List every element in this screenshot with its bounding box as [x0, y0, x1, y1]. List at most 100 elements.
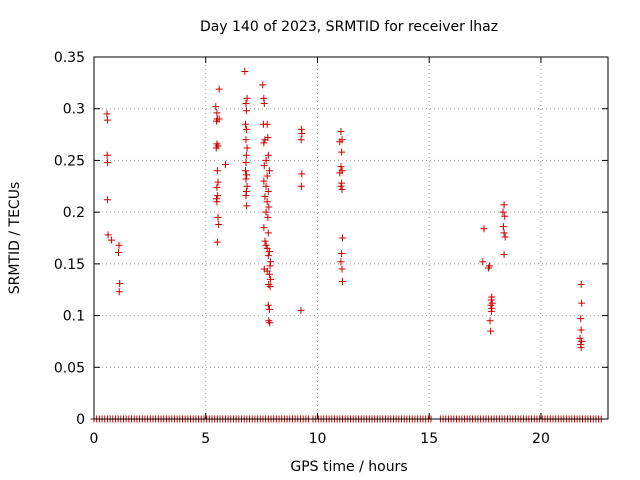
data-point — [242, 136, 250, 144]
data-point — [577, 344, 585, 352]
data-point — [501, 233, 509, 241]
x-tick-label: 15 — [420, 431, 438, 447]
data-point — [576, 334, 584, 342]
data-point — [265, 203, 273, 211]
data-point — [578, 299, 586, 307]
data-point — [298, 130, 306, 138]
y-tick-label: 0.25 — [54, 153, 85, 169]
data-point — [263, 120, 271, 128]
data-point — [103, 110, 111, 118]
data-point — [266, 262, 274, 270]
plot-frame — [93, 56, 609, 420]
y-tick-label: 0.2 — [63, 205, 85, 221]
data-point — [338, 179, 346, 187]
y-tick-label: 0.05 — [54, 360, 85, 376]
data-point — [242, 120, 250, 128]
data-point — [242, 167, 250, 175]
data-point — [242, 107, 250, 115]
x-tick-label: 10 — [309, 431, 327, 447]
data-point — [242, 175, 250, 183]
data-point — [480, 225, 488, 233]
data-point — [577, 281, 585, 289]
data-point — [103, 116, 111, 124]
data-point — [336, 138, 344, 146]
data-point — [264, 187, 272, 195]
data-point — [265, 247, 273, 255]
data-point — [264, 213, 272, 221]
data-point — [337, 163, 345, 171]
data-point — [263, 172, 271, 180]
axis-ticks — [93, 56, 608, 420]
data-point — [242, 192, 250, 200]
data-point — [264, 252, 272, 260]
data-point — [338, 265, 346, 273]
data-point — [260, 177, 268, 185]
data-point — [214, 213, 222, 221]
data-point — [297, 136, 305, 144]
data-point — [263, 198, 271, 206]
data-point — [577, 315, 585, 323]
data-point — [243, 202, 251, 210]
data-point — [115, 288, 123, 296]
y-axis-label: SRMTID / TECUs — [7, 182, 23, 295]
data-point — [260, 139, 268, 147]
data-point — [107, 236, 115, 244]
data-point — [486, 317, 494, 325]
data-point — [259, 81, 267, 89]
data-point — [213, 183, 221, 191]
data-point — [214, 178, 222, 186]
data-point — [260, 162, 268, 170]
data-point — [104, 158, 112, 166]
data-point — [487, 327, 495, 335]
x-axis-label: GPS time / hours — [290, 459, 407, 475]
data-point — [487, 307, 495, 315]
data-point — [338, 148, 346, 156]
data-point — [578, 337, 586, 345]
data-point — [103, 151, 111, 159]
data-point — [264, 301, 272, 309]
data-point — [337, 127, 345, 135]
data-point — [487, 301, 495, 309]
data-point — [243, 94, 251, 102]
y-tick-label: 0 — [76, 412, 85, 428]
chart-title: Day 140 of 2023, SRMTID for receiver lha… — [200, 19, 498, 35]
data-point — [337, 258, 345, 266]
data-point — [103, 196, 111, 204]
data-point — [261, 237, 269, 245]
x-tick-label: 20 — [532, 431, 550, 447]
data-point — [264, 229, 272, 237]
data-point — [297, 182, 305, 190]
data-point — [577, 326, 585, 334]
y-tick-label: 0.3 — [63, 102, 85, 118]
data-point — [243, 125, 251, 133]
data-point — [264, 134, 272, 142]
data-point — [242, 100, 250, 108]
data-point — [260, 100, 268, 108]
data-point — [266, 283, 274, 291]
data-point — [266, 319, 274, 327]
x-tick-label: 0 — [90, 431, 99, 447]
data-point — [298, 170, 306, 178]
data-point — [262, 182, 270, 190]
data-point — [501, 212, 509, 220]
data-point — [337, 182, 345, 190]
data-point — [262, 208, 270, 216]
data-point — [116, 280, 124, 288]
data-point — [338, 185, 346, 193]
data-point — [215, 221, 223, 229]
data-point — [262, 156, 270, 164]
data-point — [213, 238, 221, 246]
y-tick-label: 0.15 — [54, 257, 85, 273]
data-point — [262, 241, 270, 249]
data-point — [297, 306, 305, 314]
x-tick-label: 5 — [201, 431, 210, 447]
data-point — [243, 171, 251, 179]
data-point — [339, 234, 347, 242]
data-point — [484, 264, 492, 272]
data-point — [500, 201, 508, 209]
y-tick-label: 0.1 — [63, 309, 85, 325]
data-point — [212, 103, 220, 111]
data-point — [260, 224, 268, 232]
data-point — [213, 198, 221, 206]
